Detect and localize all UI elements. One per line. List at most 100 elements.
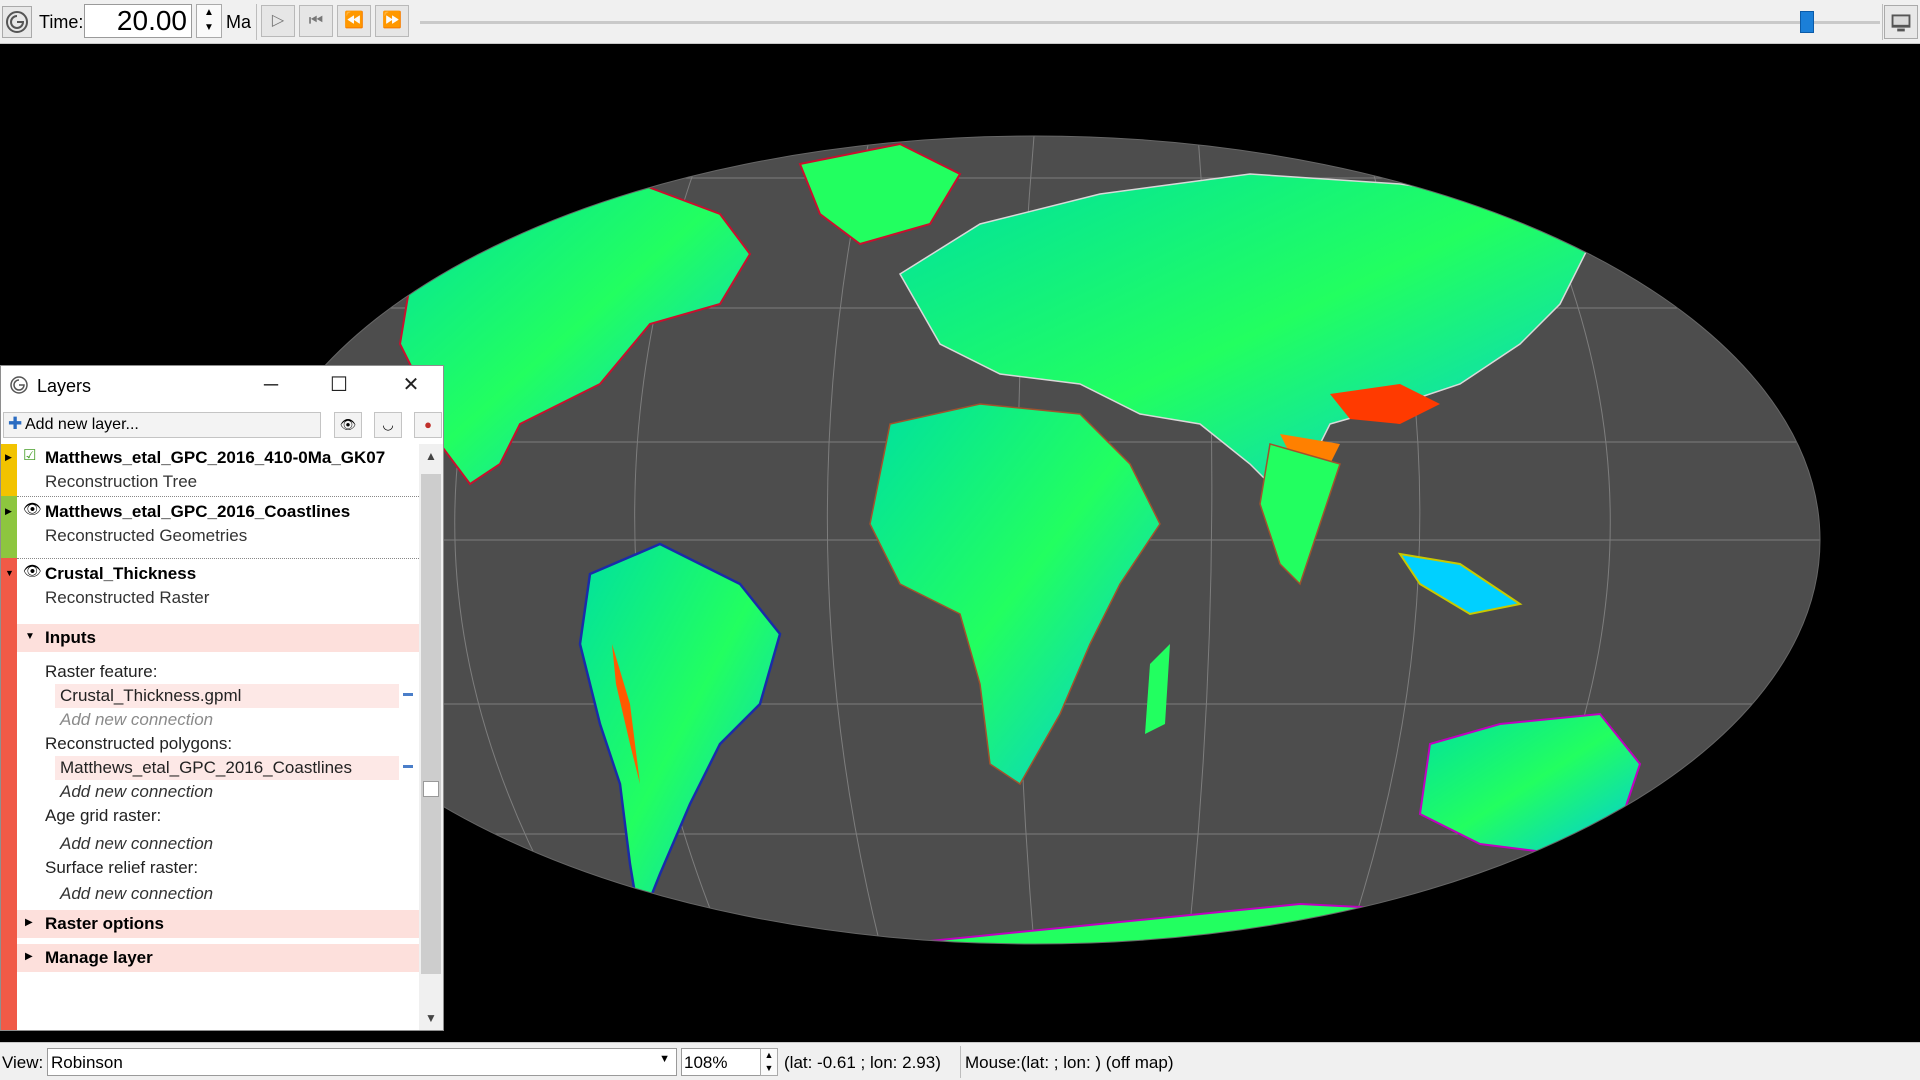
step-forward-button[interactable]: ⏩	[375, 5, 409, 37]
zoom-input[interactable]: 108%	[681, 1048, 763, 1076]
status-bar: View: Robinson ▼ 108% ▲ ▼ (lat: -0.61 ; l…	[0, 1042, 1920, 1080]
layers-title-bar[interactable]: Layers ─ ☐ ✕	[1, 366, 443, 406]
inputs-section-title: Inputs	[45, 628, 96, 647]
minimize-button[interactable]: ─	[249, 370, 293, 400]
gplates-logo-icon	[10, 376, 28, 394]
close-icon: ✕	[402, 374, 420, 396]
chevron-down-icon: ▼	[659, 1053, 670, 1065]
manage-layer-section[interactable]: ▶ Manage layer	[17, 944, 419, 972]
expand-arrow-icon: ▶	[25, 917, 33, 928]
layer-colour-band	[1, 444, 17, 496]
eye-icon[interactable]: 👁	[23, 501, 43, 518]
manage-layer-title: Manage layer	[45, 948, 153, 967]
time-label: Time:	[39, 12, 84, 32]
layer-type: Reconstruction Tree	[45, 472, 198, 491]
show-all-button[interactable]: 👁	[334, 412, 362, 438]
play-button[interactable]: ▷	[261, 5, 295, 37]
add-new-connection[interactable]: Add new connection	[60, 884, 214, 903]
close-button[interactable]: ✕	[389, 370, 433, 400]
scroll-up-icon[interactable]: ▲	[425, 449, 437, 463]
status-separator	[960, 1046, 961, 1078]
eye-closed-icon: ◡	[382, 417, 394, 432]
layer-name: Matthews_etal_GPC_2016_Coastlines	[45, 502, 351, 521]
remove-connection-icon[interactable]	[403, 693, 413, 696]
layer-item-reconstruction-tree[interactable]: Matthews_etal_GPC_2016_410-0Ma_GK07 Reco…	[17, 444, 419, 496]
map-canvas[interactable]	[0, 44, 1920, 1042]
layer-item-crustal-thickness[interactable]: Crustal_Thickness Reconstructed Raster	[17, 560, 419, 616]
raster-feature-label: Raster feature:	[45, 662, 158, 681]
scrollbar-marker	[423, 781, 439, 797]
raster-options-title: Raster options	[45, 914, 165, 933]
step-forward-icon: ⏩	[382, 12, 402, 29]
time-unit-label: Ma	[226, 12, 252, 32]
collapse-arrow-icon: ▼	[25, 631, 35, 642]
layer-name: Matthews_etal_GPC_2016_410-0Ma_GK07	[45, 448, 386, 467]
add-new-connection[interactable]: Add new connection	[60, 834, 214, 853]
connection-name: Matthews_etal_GPC_2016_Coastlines	[60, 758, 353, 777]
layer-item-coastlines[interactable]: Matthews_etal_GPC_2016_Coastlines Recons…	[17, 498, 419, 556]
expand-arrow-icon: ▶	[25, 951, 33, 962]
layer-colours-button[interactable]: ●	[414, 412, 442, 438]
expand-arrow-icon[interactable]: ▶	[5, 452, 12, 462]
layers-title: Layers	[37, 376, 92, 396]
time-slider[interactable]	[420, 21, 1880, 24]
time-toolbar: Time: 20.00 ▲ ▼ Ma ▷ ⏮ ⏪ ⏩	[0, 0, 1920, 44]
zoom-value: 108%	[684, 1053, 728, 1072]
window-toggle-button[interactable]	[1884, 5, 1918, 39]
time-input[interactable]: 20.00	[84, 4, 192, 38]
hide-all-button[interactable]: ◡	[374, 412, 402, 438]
gplates-logo-icon[interactable]	[2, 6, 32, 38]
eye-icon[interactable]: 👁	[23, 563, 43, 580]
add-new-layer-button[interactable]: ✚ Add new layer...	[3, 412, 321, 438]
step-back-button[interactable]: ⏪	[337, 5, 371, 37]
maximize-button[interactable]: ☐	[317, 370, 361, 400]
time-slider-handle[interactable]	[1800, 11, 1814, 33]
divider	[17, 558, 419, 560]
layer-colour-band	[1, 496, 17, 558]
layer-list[interactable]: ▶ ☑ Matthews_etal_GPC_2016_410-0Ma_GK07 …	[1, 444, 419, 1030]
play-icon: ▷	[271, 12, 285, 29]
age-grid-label: Age grid raster:	[45, 806, 162, 825]
eye-icon: 👁	[339, 417, 357, 432]
scrollbar-thumb[interactable]	[421, 474, 441, 974]
maximize-icon: ☐	[330, 374, 348, 396]
layer-colour-band	[1, 558, 17, 1030]
inputs-section[interactable]: ▼ Inputs	[17, 624, 419, 652]
reset-to-start-button[interactable]: ⏮	[299, 5, 333, 37]
robinson-map[interactable]	[0, 44, 1920, 1042]
raster-options-section[interactable]: ▶ Raster options	[17, 910, 419, 938]
layer-type: Reconstructed Geometries	[45, 526, 248, 545]
reconstructed-polygons-connection[interactable]: Matthews_etal_GPC_2016_Coastlines	[55, 756, 413, 780]
surface-relief-label: Surface relief raster:	[45, 858, 199, 877]
layers-scrollbar[interactable]: ▲ ▼	[419, 444, 443, 1030]
layer-type: Reconstructed Raster	[45, 588, 210, 607]
toolbar-separator	[1882, 4, 1883, 40]
colours-icon: ●	[424, 417, 432, 432]
remove-connection-icon[interactable]	[403, 765, 413, 768]
layers-window[interactable]: Layers ─ ☐ ✕ ✚ Add new layer... 👁 ◡ ● ▶ …	[0, 365, 444, 1031]
camera-coordinates: (lat: -0.61 ; lon: 2.93)	[784, 1053, 941, 1072]
plus-icon: ✚	[8, 414, 23, 433]
zoom-spinner[interactable]: ▲ ▼	[760, 1048, 778, 1076]
divider	[17, 496, 419, 498]
add-new-layer-label: Add new layer...	[25, 416, 139, 433]
projection-select[interactable]: Robinson ▼	[47, 1048, 677, 1076]
expand-arrow-icon[interactable]: ▶	[5, 506, 12, 516]
skip-to-start-icon: ⏮	[308, 12, 324, 29]
mouse-coordinates: Mouse:(lat: ; lon: ) (off map)	[965, 1053, 1174, 1072]
time-spinner[interactable]: ▲ ▼	[196, 4, 222, 38]
view-label: View:	[2, 1053, 44, 1072]
scroll-down-icon[interactable]: ▼	[425, 1011, 437, 1025]
add-new-connection[interactable]: Add new connection	[60, 710, 214, 729]
layer-name: Crustal_Thickness	[45, 564, 197, 583]
checkbox-checked-icon[interactable]: ☑	[23, 447, 37, 464]
toolbar-separator	[256, 4, 257, 40]
collapse-arrow-icon[interactable]: ▼	[5, 568, 14, 578]
raster-feature-connection[interactable]: Crustal_Thickness.gpml	[55, 684, 413, 708]
projection-value: Robinson	[51, 1053, 123, 1072]
monitor-icon	[1891, 14, 1911, 32]
add-new-connection[interactable]: Add new connection	[60, 782, 214, 801]
reconstructed-polygons-label: Reconstructed polygons:	[45, 734, 233, 753]
minimize-icon: ─	[263, 374, 279, 396]
step-back-icon: ⏪	[344, 12, 364, 29]
